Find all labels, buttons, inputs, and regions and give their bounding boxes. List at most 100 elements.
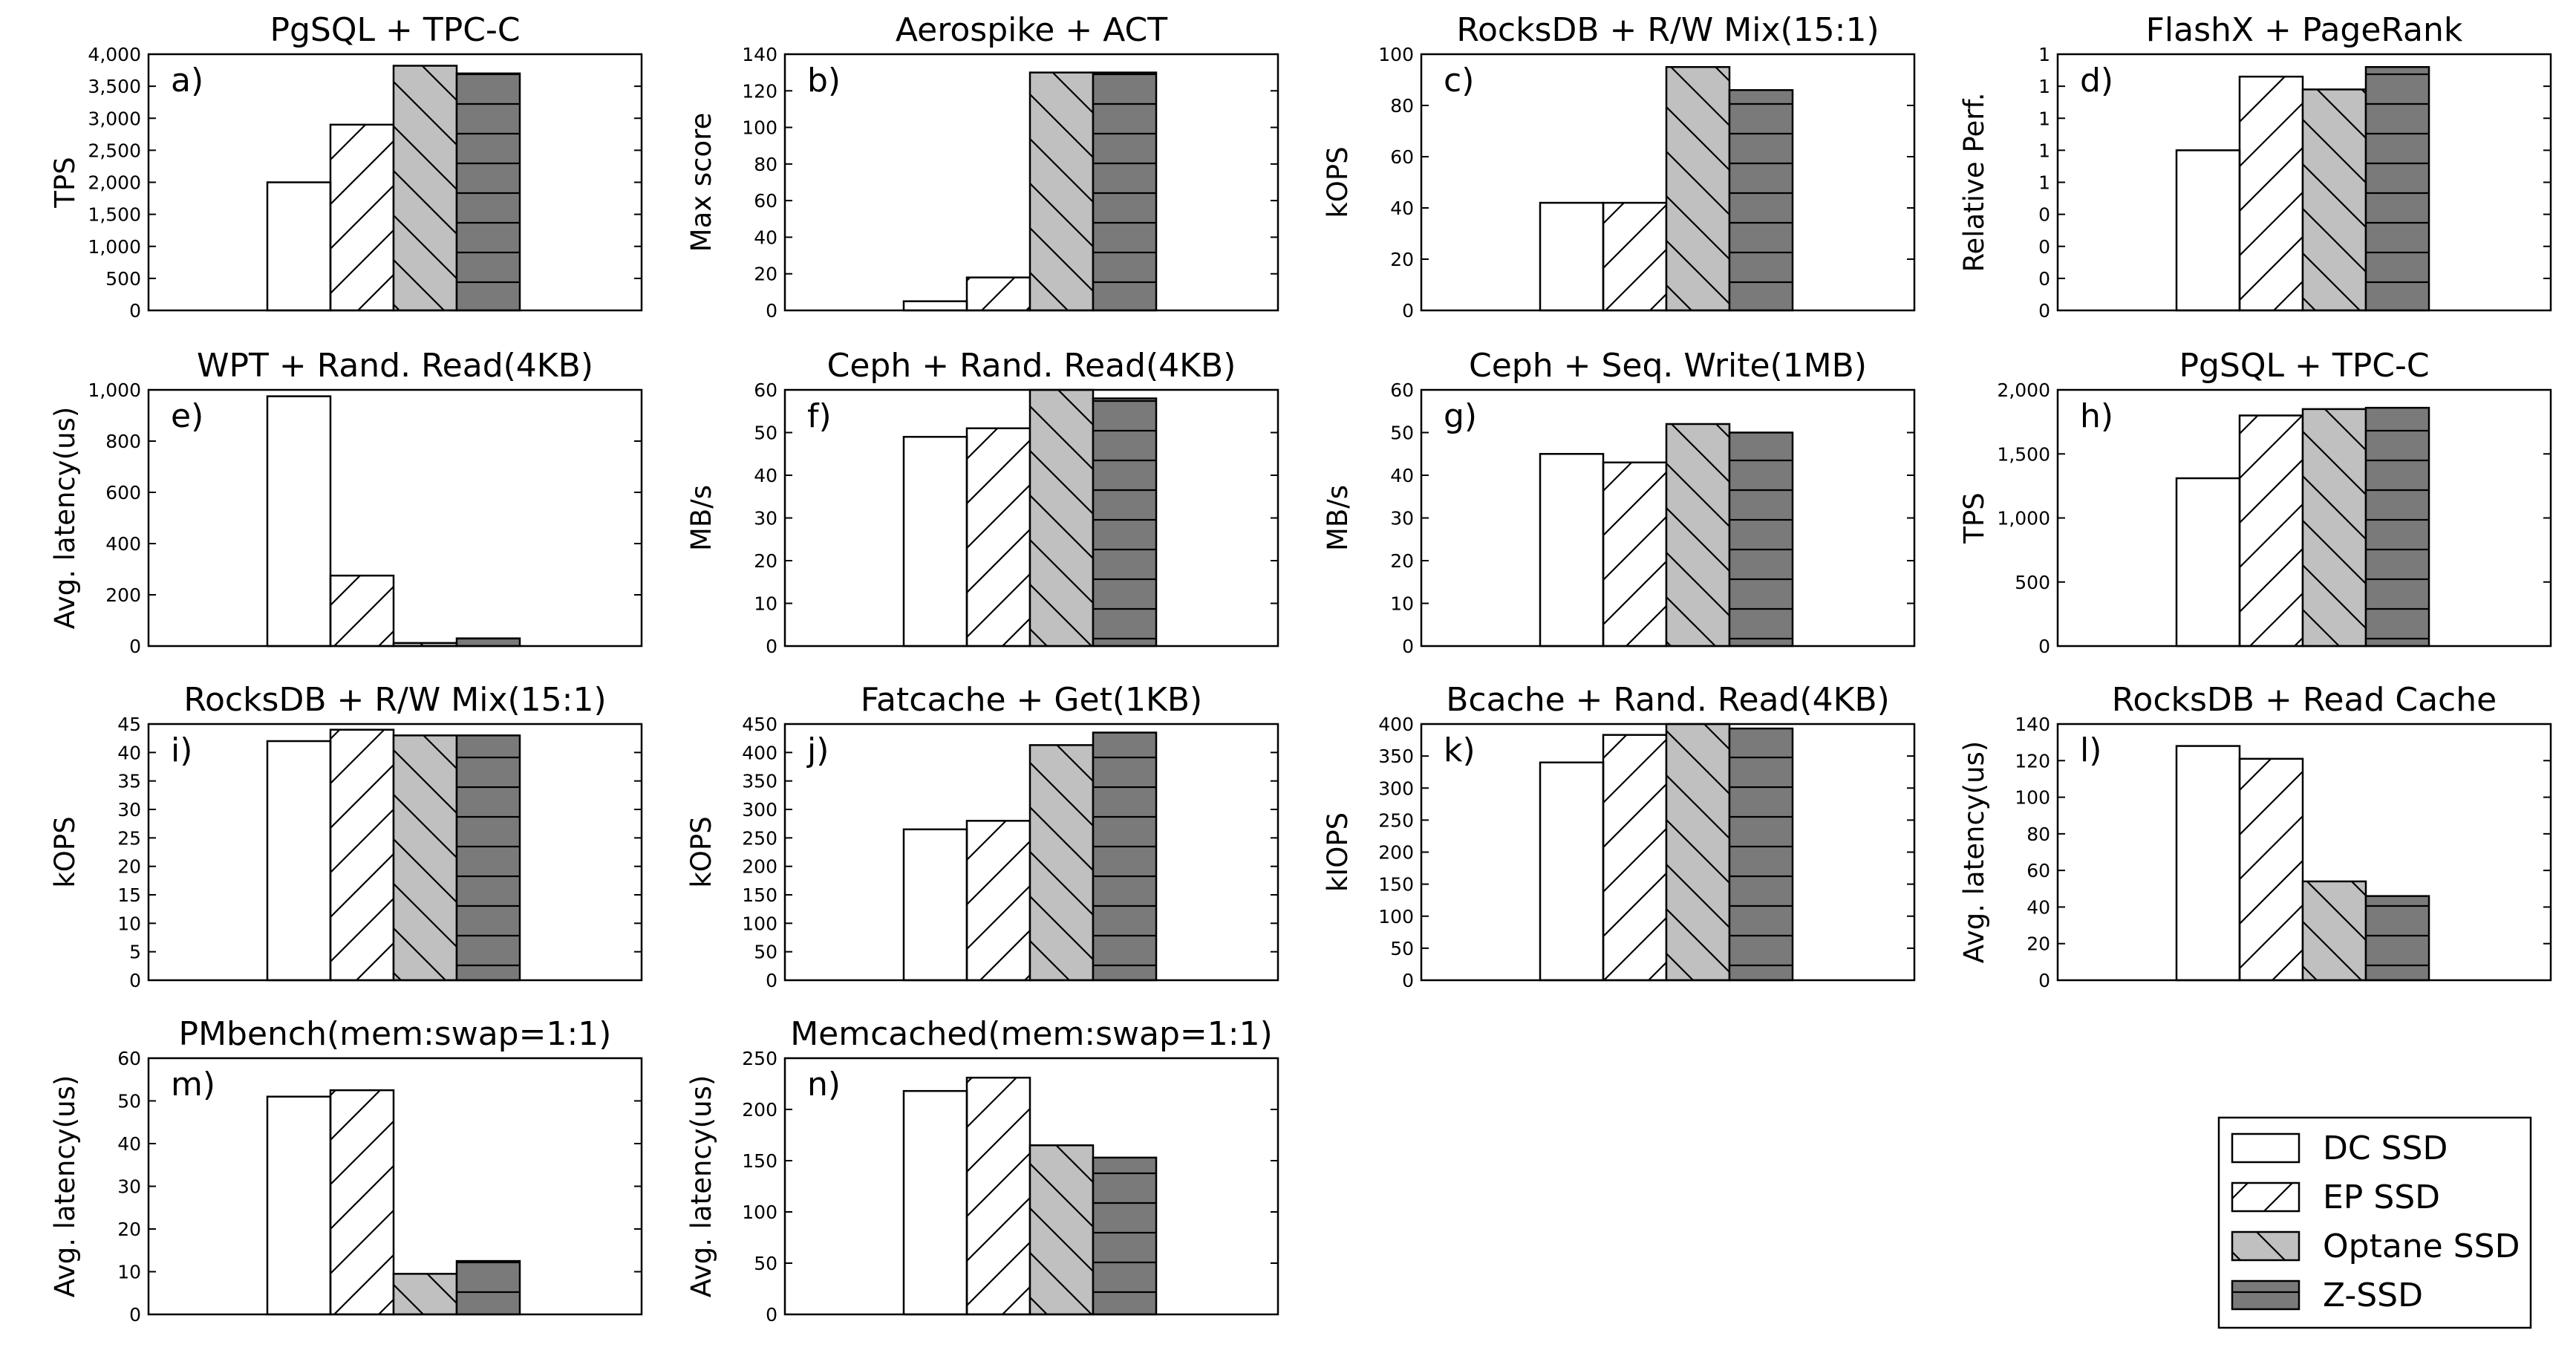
bar-ep-ssd bbox=[965, 276, 1031, 312]
bar-optane-ssd bbox=[2301, 880, 2367, 982]
bar-ep-ssd bbox=[2238, 75, 2304, 312]
panel-label: k) bbox=[1444, 731, 1476, 769]
y-tick-label: 200 bbox=[1378, 842, 1414, 864]
y-tick-label: 50 bbox=[754, 942, 777, 963]
legend-label: DC SSD bbox=[2323, 1129, 2448, 1167]
bar-optane-ssd bbox=[1028, 744, 1095, 982]
bar-dc-ssd bbox=[902, 300, 968, 312]
y-tick-label: 200 bbox=[742, 1099, 777, 1121]
legend: DC SSD EP SSD Optane SSD Z-SSD bbox=[2217, 1116, 2532, 1329]
y-tick-label: 1 bbox=[2038, 44, 2050, 65]
y-tick-label: 1,000 bbox=[88, 379, 141, 401]
axes-frame bbox=[783, 723, 1279, 982]
y-tick-label: 200 bbox=[742, 856, 777, 878]
y-tick-label: 1 bbox=[2038, 172, 2050, 194]
y-tick-label: 600 bbox=[105, 482, 141, 503]
y-tick-label: 60 bbox=[754, 190, 777, 212]
y-tick-label: 0 bbox=[766, 1304, 777, 1326]
bar-ep-ssd bbox=[1602, 201, 1668, 312]
bar-optane-ssd bbox=[2301, 88, 2367, 312]
bar-dc-ssd bbox=[1539, 201, 1605, 312]
panel-label: b) bbox=[807, 62, 841, 100]
y-tick-label: 100 bbox=[1378, 906, 1414, 927]
y-tick-label: 120 bbox=[2015, 750, 2050, 772]
bar-optane-ssd bbox=[392, 1273, 458, 1316]
y-axis-label: MB/s bbox=[685, 485, 717, 551]
y-tick-label: 400 bbox=[1378, 714, 1414, 735]
bar-dc-ssd bbox=[2175, 477, 2241, 648]
chart-panel: FlashX + PageRank 0 0 0 0 1 1 1 1 1 Relative Perf.… bbox=[1958, 11, 2552, 322]
y-tick-label: 1,000 bbox=[1997, 508, 2050, 529]
chart-title: RocksDB + R/W Mix(15:1) bbox=[1456, 11, 1879, 49]
bar-dc-ssd bbox=[266, 395, 332, 648]
y-axis-label: TPS bbox=[49, 157, 81, 208]
axes-frame bbox=[2056, 723, 2552, 982]
bar-z-ssd bbox=[455, 734, 521, 982]
bar-ep-ssd bbox=[965, 820, 1031, 982]
y-tick-label: 20 bbox=[1390, 249, 1414, 270]
y-tick-label: 0 bbox=[766, 970, 777, 991]
bar-z-ssd bbox=[1728, 727, 1794, 982]
y-tick-label: 40 bbox=[117, 742, 141, 763]
y-tick-label: 0 bbox=[129, 1304, 141, 1326]
y-tick-label: 0 bbox=[2038, 268, 2050, 290]
bar-optane-ssd bbox=[1665, 723, 1731, 982]
chart-title: Memcached(mem:swap=1:1) bbox=[790, 1015, 1273, 1053]
y-tick-label: 40 bbox=[754, 226, 777, 248]
chart-title: Fatcache + Get(1KB) bbox=[861, 681, 1202, 719]
y-tick-label: 400 bbox=[742, 742, 777, 763]
panel-label: a) bbox=[171, 62, 203, 100]
y-tick-label: 5 bbox=[129, 942, 141, 963]
chart-title: PMbench(mem:swap=1:1) bbox=[179, 1015, 612, 1053]
bar-z-ssd bbox=[1728, 89, 1794, 312]
y-tick-label: 350 bbox=[742, 771, 777, 792]
y-tick-label: 100 bbox=[742, 1202, 777, 1223]
bar-dc-ssd bbox=[266, 181, 332, 312]
y-tick-label: 100 bbox=[1378, 44, 1414, 65]
y-tick-label: 80 bbox=[754, 154, 777, 175]
y-tick-label: 200 bbox=[105, 584, 141, 606]
legend-label: Z-SSD bbox=[2323, 1277, 2423, 1314]
y-tick-label: 2,000 bbox=[88, 172, 141, 194]
bar-dc-ssd bbox=[2175, 149, 2241, 312]
chart-title: RocksDB + Read Cache bbox=[2112, 681, 2497, 719]
chart-panel: Aerospike + ACT 0 20 40 60 80 100 120 140 Max sco… bbox=[685, 11, 1279, 322]
y-tick-label: 50 bbox=[754, 423, 777, 444]
y-tick-label: 1 bbox=[2038, 108, 2050, 129]
y-tick-label: 40 bbox=[117, 1133, 141, 1155]
chart-panel: Ceph + Rand. Read(4KB) 0 10 20 30 40 50 60 MB/s f… bbox=[685, 347, 1279, 657]
bar-z-ssd bbox=[455, 1259, 521, 1316]
y-tick-label: 0 bbox=[2038, 236, 2050, 258]
y-tick-label: 15 bbox=[117, 884, 141, 906]
panel-label: e) bbox=[171, 397, 203, 435]
y-axis-label: kOPS bbox=[1322, 146, 1354, 218]
legend-label: Optane SSD bbox=[2323, 1228, 2520, 1265]
chart-panel: WPT + Rand. Read(4KB) 0 200 400 600 800 1,000 A… bbox=[49, 347, 643, 657]
y-tick-label: 20 bbox=[117, 1219, 141, 1240]
y-tick-label: 30 bbox=[117, 1176, 141, 1198]
bar-optane-ssd bbox=[1028, 388, 1095, 648]
bar-optane-ssd bbox=[1665, 66, 1731, 312]
chart-panel: Bcache + Rand. Read(4KB) 0 50 100 150 200 250 3… bbox=[1322, 681, 1916, 991]
bar-optane-ssd bbox=[1028, 1144, 1095, 1316]
axes-frame bbox=[147, 388, 643, 648]
legend-swatch bbox=[2231, 1279, 2301, 1311]
bar-z-ssd bbox=[455, 72, 521, 312]
y-tick-label: 60 bbox=[1390, 379, 1414, 401]
y-tick-label: 0 bbox=[1402, 636, 1414, 657]
y-tick-label: 120 bbox=[742, 80, 777, 102]
axes-frame bbox=[1420, 53, 1916, 312]
y-tick-label: 3,000 bbox=[88, 108, 141, 129]
y-tick-label: 0 bbox=[1402, 300, 1414, 322]
y-tick-label: 40 bbox=[754, 465, 777, 486]
y-tick-label: 150 bbox=[742, 884, 777, 906]
y-tick-label: 60 bbox=[2026, 860, 2050, 881]
y-axis-label: TPS bbox=[1958, 492, 1990, 544]
y-tick-label: 100 bbox=[742, 117, 777, 139]
y-tick-label: 60 bbox=[1390, 146, 1414, 168]
bar-ep-ssd bbox=[1602, 461, 1668, 648]
chart-panel: RocksDB + R/W Mix(15:1) 0 20 40 60 80 100 kOPS c… bbox=[1322, 11, 1916, 322]
y-axis-label: kOPS bbox=[685, 816, 717, 887]
y-tick-label: 20 bbox=[1390, 550, 1414, 572]
y-tick-label: 20 bbox=[754, 264, 777, 285]
